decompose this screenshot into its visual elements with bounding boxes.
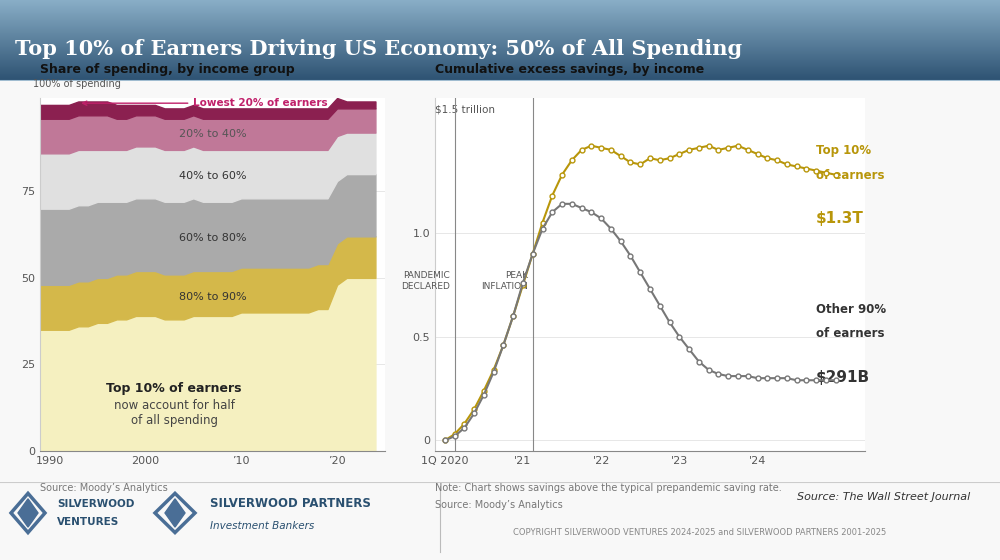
Text: 40% to 60%: 40% to 60% — [179, 171, 246, 181]
Text: VENTURES: VENTURES — [57, 517, 119, 528]
Text: 100% of spending: 100% of spending — [33, 78, 121, 88]
Text: 20% to 40%: 20% to 40% — [179, 129, 246, 139]
Polygon shape — [18, 499, 38, 527]
Text: Source: Moody’s Analytics: Source: Moody’s Analytics — [40, 483, 168, 493]
Text: 60% to 80%: 60% to 80% — [179, 233, 246, 243]
Text: $291B: $291B — [816, 370, 870, 385]
Text: of earners: of earners — [816, 327, 884, 340]
Text: $1.5 trillion: $1.5 trillion — [435, 105, 495, 115]
Text: Top 10% of earners: Top 10% of earners — [106, 382, 242, 395]
Text: SILVERWOOD: SILVERWOOD — [57, 498, 134, 508]
Text: Top 10% of Earners Driving US Economy: 50% of All Spending: Top 10% of Earners Driving US Economy: 5… — [15, 39, 742, 59]
Text: Source: The Wall Street Journal: Source: The Wall Street Journal — [797, 492, 970, 502]
Text: PEAK
INFLATION: PEAK INFLATION — [481, 271, 528, 291]
Text: Lowest 20% of earners: Lowest 20% of earners — [83, 98, 328, 108]
Text: 80% to 90%: 80% to 90% — [179, 292, 246, 302]
Text: Top 10%: Top 10% — [816, 144, 871, 157]
Text: Cumulative excess savings, by income: Cumulative excess savings, by income — [435, 63, 704, 76]
Text: COPYRIGHT SILVERWOOD VENTURES 2024-2025 and SILVERWOOD PARTNERS 2001-2025: COPYRIGHT SILVERWOOD VENTURES 2024-2025 … — [513, 528, 887, 537]
Text: of earners: of earners — [816, 169, 884, 181]
Text: Share of spending, by income group: Share of spending, by income group — [40, 63, 295, 76]
Text: SILVERWOOD PARTNERS: SILVERWOOD PARTNERS — [210, 497, 371, 510]
Text: now account for half
of all spending: now account for half of all spending — [114, 399, 235, 427]
Text: Investment Bankers: Investment Bankers — [210, 520, 314, 530]
Text: $1.3T: $1.3T — [816, 211, 863, 226]
Text: Source: Moody’s Analytics: Source: Moody’s Analytics — [435, 500, 563, 510]
Polygon shape — [165, 499, 185, 527]
Text: Other 90%: Other 90% — [816, 302, 886, 316]
Text: PANDEMIC
DECLARED: PANDEMIC DECLARED — [401, 271, 450, 291]
Text: Note: Chart shows savings above the typical prepandemic saving rate.: Note: Chart shows savings above the typi… — [435, 483, 782, 493]
